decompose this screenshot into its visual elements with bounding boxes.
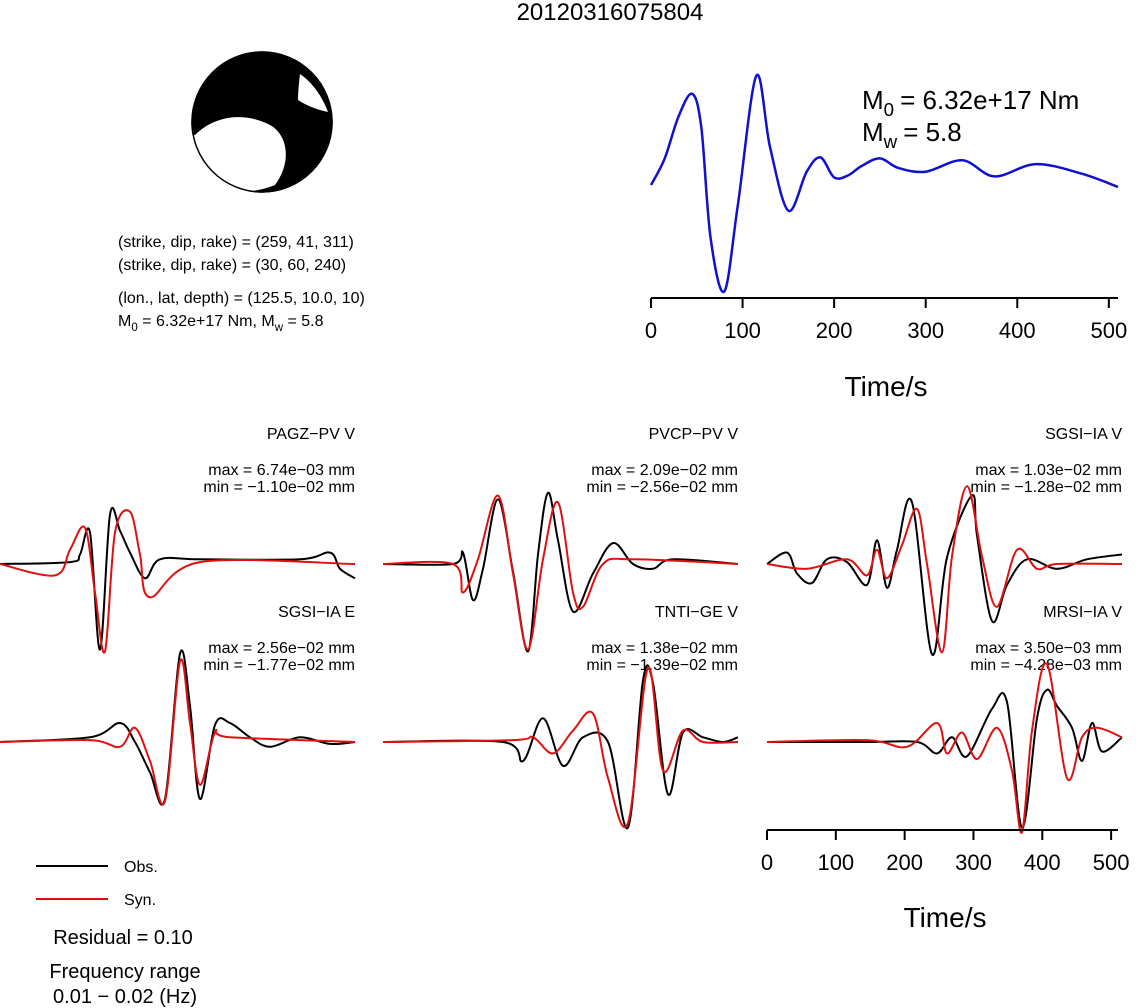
obs-trace [0,506,356,651]
mechanism-moment: M0 = 6.32e+17 Nm, Mw = 5.8 [118,313,324,334]
stf-tick-label: 0 [645,318,657,343]
station-max: max = 1.38e−02 mm [591,640,738,657]
waveform-tick-label: 300 [955,850,992,875]
station-min: min = −1.28e−02 mm [970,479,1122,496]
obs-trace [382,664,739,830]
station-min: min = −4.28e−03 mm [970,657,1122,674]
station-min: min = −2.56e−02 mm [586,479,738,496]
station-label: TNTI−GE V [655,604,738,621]
station-min: min = −1.77e−02 mm [203,657,355,674]
syn-trace [382,494,739,651]
waveform-x-axis: 0 100 200 300 400 500 [761,829,1130,875]
obs-trace [0,649,356,806]
stf-x-axis: 0 100 200 300 400 500 [645,297,1127,343]
station-label: MRSI−IA V [1043,604,1122,621]
station-max: max = 2.56e−02 mm [208,640,355,657]
station-max: max = 2.09e−02 mm [591,462,738,479]
waveform-tick-label: 500 [1093,850,1130,875]
stf-tick-label: 300 [907,318,944,343]
waveform-tick-label: 100 [817,850,854,875]
waveform-tick-label: 200 [886,850,923,875]
station-label: SGSI−IA V [1045,426,1122,443]
station-label: PVCP−PV V [649,426,739,443]
beachball [191,51,333,193]
syn-trace [382,666,739,828]
obs-trace [382,491,739,653]
frequency-range-title: Frequency range [49,961,200,983]
stf-mw-label: Mw = 5.8 [862,117,962,152]
syn-trace [766,485,1123,654]
stf-tick-label: 200 [816,318,853,343]
station-max: max = 3.50e−03 mm [975,640,1122,657]
legend-obs-label: Obs. [124,859,158,876]
stf-line [649,73,1119,294]
station-max: max = 1.03e−02 mm [975,462,1122,479]
beachball-light-quadrant-1 [192,117,286,192]
obs-trace [766,494,1123,656]
waveform-tick-label: 400 [1024,850,1061,875]
figure-title: 20120316075804 [517,0,704,26]
station-label: PAGZ−PV V [267,426,356,443]
waveform-tick-label: 0 [761,850,773,875]
syn-trace [0,509,356,654]
stf-x-axis-label: Time/s [845,371,928,402]
syn-trace [766,662,1123,834]
residual-text: Residual = 0.10 [53,927,193,949]
station-min: min = −1.10e−02 mm [203,479,355,496]
stf-plot: M0 = 6.32e+17 Nm Mw = 5.8 0 100 200 300 400 500… [645,73,1127,402]
syn-trace [0,658,356,806]
beachball-light-quadrant-2 [298,74,328,112]
mechanism-nodal-plane-1: (strike, dip, rake) = (259, 41, 311) [118,234,354,251]
station-max: max = 6.74e−03 mm [208,462,355,479]
stf-tick-label: 500 [1090,318,1127,343]
station-min: min = −1.39e−02 mm [586,657,738,674]
mechanism-location: (lon., lat, depth) = (125.5, 10.0, 10) [118,290,365,307]
stf-tick-label: 400 [999,318,1036,343]
beachball-border [191,51,333,193]
legend-syn-label: Syn. [124,892,156,909]
frequency-range-value: 0.01 − 0.02 (Hz) [53,986,197,1008]
stf-tick-label: 100 [724,318,761,343]
station-label: SGSI−IA E [278,604,355,621]
obs-trace [766,688,1123,829]
stf-m0-label: M0 = 6.32e+17 Nm [862,85,1079,120]
waveform-x-axis-label: Time/s [904,902,987,933]
mechanism-nodal-plane-2: (strike, dip, rake) = (30, 60, 240) [118,257,346,274]
legend: Obs. Syn. [36,859,158,909]
